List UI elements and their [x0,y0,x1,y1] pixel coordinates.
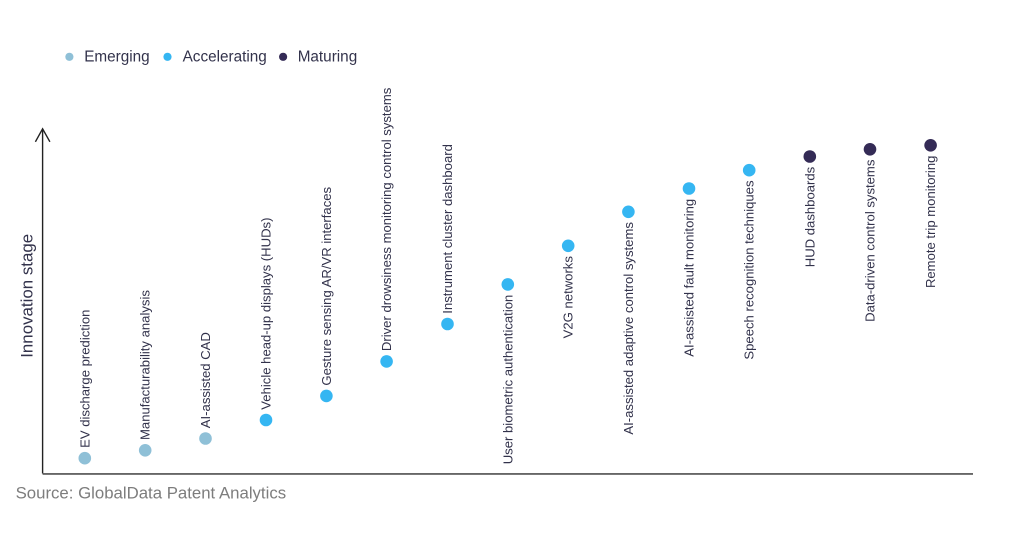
svg-text:Source: GlobalData Patent Anal: Source: GlobalData Patent Analytics [16,484,287,503]
svg-text:Driver drowsiness monitoring c: Driver drowsiness monitoring control sys… [379,87,394,351]
svg-text:Gesture sensing AR/VR interfac: Gesture sensing AR/VR interfaces [319,186,334,385]
svg-text:Manufacturability analysis: Manufacturability analysis [138,290,153,440]
svg-text:HUD dashboards: HUD dashboards [802,166,817,267]
svg-text:Data-driven control systems: Data-driven control systems [863,159,878,322]
svg-text:Instrument cluster dashboard: Instrument cluster dashboard [440,144,455,314]
svg-text:Speech recognition techniques: Speech recognition techniques [742,180,757,360]
svg-text:User biometric authentication: User biometric authentication [500,295,515,465]
svg-text:Remote trip monitoring: Remote trip monitoring [923,156,938,288]
svg-text:Emerging: Emerging [84,48,149,65]
svg-text:V2G networks: V2G networks [561,256,576,339]
svg-text:AI-assisted adaptive control s: AI-assisted adaptive control systems [621,222,636,435]
svg-text:AI-assisted CAD: AI-assisted CAD [198,332,213,428]
svg-text:Vehicle head-up displays (HUDs: Vehicle head-up displays (HUDs) [259,218,274,410]
svg-text:Maturing: Maturing [298,48,358,65]
svg-text:AI-assisted fault monitoring: AI-assisted fault monitoring [682,199,697,357]
svg-text:EV discharge prediction: EV discharge prediction [77,310,92,448]
svg-text:Accelerating: Accelerating [183,48,267,65]
svg-text:Innovation stage: Innovation stage [18,234,37,358]
